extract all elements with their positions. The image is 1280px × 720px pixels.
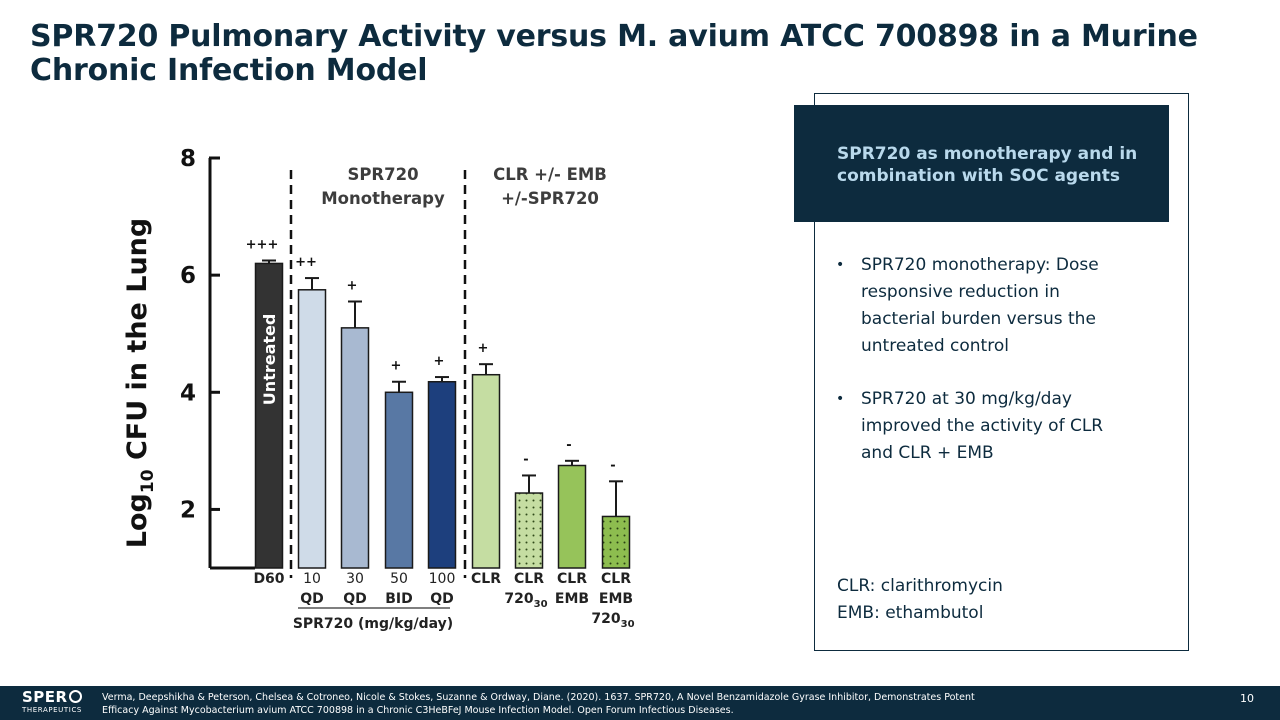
bar — [340, 327, 370, 569]
x-tick-label: CLR — [514, 571, 544, 587]
x-tick-label: CLR — [601, 571, 631, 587]
dose-group-label: SPR720 (mg/kg/day) — [293, 616, 453, 632]
summary-bullets: • SPR720 monotherapy: Dose responsive re… — [836, 252, 1136, 493]
significance-annotation: +++ — [246, 238, 279, 253]
slide-title: SPR720 Pulmonary Activity versus M. aviu… — [30, 19, 1198, 88]
y-axis-label-subscript: 10 — [138, 469, 158, 493]
abbreviations: CLR: clarithromycin EMB: ethambutol — [837, 573, 1003, 627]
abbreviation-clr: CLR: clarithromycin — [837, 576, 1003, 596]
y-tick-label: 2 — [180, 497, 196, 523]
y-axis-label: Log10 CFU in the Lung — [122, 218, 158, 548]
bullet-marker: • — [836, 391, 845, 407]
x-tick-label: 72030 — [504, 591, 547, 610]
x-tick-label: EMB — [599, 591, 633, 607]
bullet-item: • SPR720 monotherapy: Dose responsive re… — [836, 252, 1136, 360]
bar — [514, 492, 544, 569]
group-label: CLR +/- EMB — [493, 165, 607, 184]
summary-panel-heading: SPR720 as monotherapy and in combination… — [837, 144, 1138, 186]
x-tick-label: QD — [343, 591, 367, 607]
y-axis-label-main: Log — [122, 493, 153, 548]
x-tick-label: 100 — [429, 571, 456, 587]
y-tick-label: 4 — [180, 380, 196, 406]
x-tick-label: QD — [430, 591, 454, 607]
x-tick-label-subscript: 30 — [534, 599, 548, 610]
logo-wordmark: SPER — [22, 688, 68, 706]
x-tick-label: D60 — [253, 571, 284, 587]
bar — [557, 464, 587, 569]
bullet-text-combination: SPR720 at 30 mg/kg/day improved the acti… — [861, 389, 1104, 463]
significance-annotation: ++ — [295, 255, 317, 270]
bar — [254, 262, 284, 569]
bar — [427, 380, 457, 569]
footer-bar: SPER THERAPEUTICS Verma, Deepshikha & Pe… — [0, 686, 1280, 720]
x-tick-label: 72030 — [591, 611, 634, 630]
significance-annotation: - — [610, 458, 615, 473]
y-tick-label: 8 — [180, 146, 196, 172]
bar — [471, 373, 501, 569]
y-tick-label: 6 — [180, 263, 196, 289]
x-tick-label: 10 — [303, 571, 321, 587]
significance-annotation: - — [566, 438, 571, 453]
significance-annotation: + — [434, 354, 445, 369]
x-tick-label: 50 — [390, 571, 408, 587]
page-number: 10 — [1240, 692, 1254, 705]
x-tick-label: BID — [385, 591, 413, 607]
x-tick-label: 30 — [346, 571, 364, 587]
group-label: Monotherapy — [321, 189, 445, 208]
x-tick-label: EMB — [555, 591, 589, 607]
spero-logo: SPER THERAPEUTICS — [22, 689, 82, 715]
significance-annotation: + — [347, 279, 358, 294]
bar — [297, 289, 327, 569]
group-label: +/-SPR720 — [501, 189, 599, 208]
y-axis-label-rest: CFU in the Lung — [122, 218, 153, 470]
abbreviation-emb: EMB: ethambutol — [837, 603, 984, 623]
bar — [384, 391, 414, 569]
bullet-marker: • — [836, 257, 845, 273]
x-tick-label-main: 720 — [504, 591, 533, 607]
logo-subtitle: THERAPEUTICS — [22, 706, 82, 714]
x-tick-label-main: 720 — [591, 611, 620, 627]
summary-panel-header: SPR720 as monotherapy and in combination… — [794, 105, 1169, 222]
x-tick-label: CLR — [557, 571, 587, 587]
group-label: SPR720 — [347, 165, 418, 184]
x-tick-label: QD — [300, 591, 324, 607]
x-tick-label-subscript: 30 — [621, 619, 635, 630]
significance-annotation: + — [478, 341, 489, 356]
bullet-item: • SPR720 at 30 mg/kg/day improved the ac… — [836, 386, 1136, 467]
logo-ring-icon — [68, 690, 82, 703]
bar — [601, 515, 631, 569]
citation: Verma, Deepshikha & Peterson, Chelsea & … — [102, 692, 975, 716]
significance-annotation: + — [391, 359, 402, 374]
x-tick-label: CLR — [471, 571, 501, 587]
bullet-text-monotherapy: SPR720 monotherapy: Dose responsive redu… — [861, 255, 1099, 356]
bar-inner-label: Untreated — [260, 314, 279, 406]
significance-annotation: - — [523, 452, 528, 467]
